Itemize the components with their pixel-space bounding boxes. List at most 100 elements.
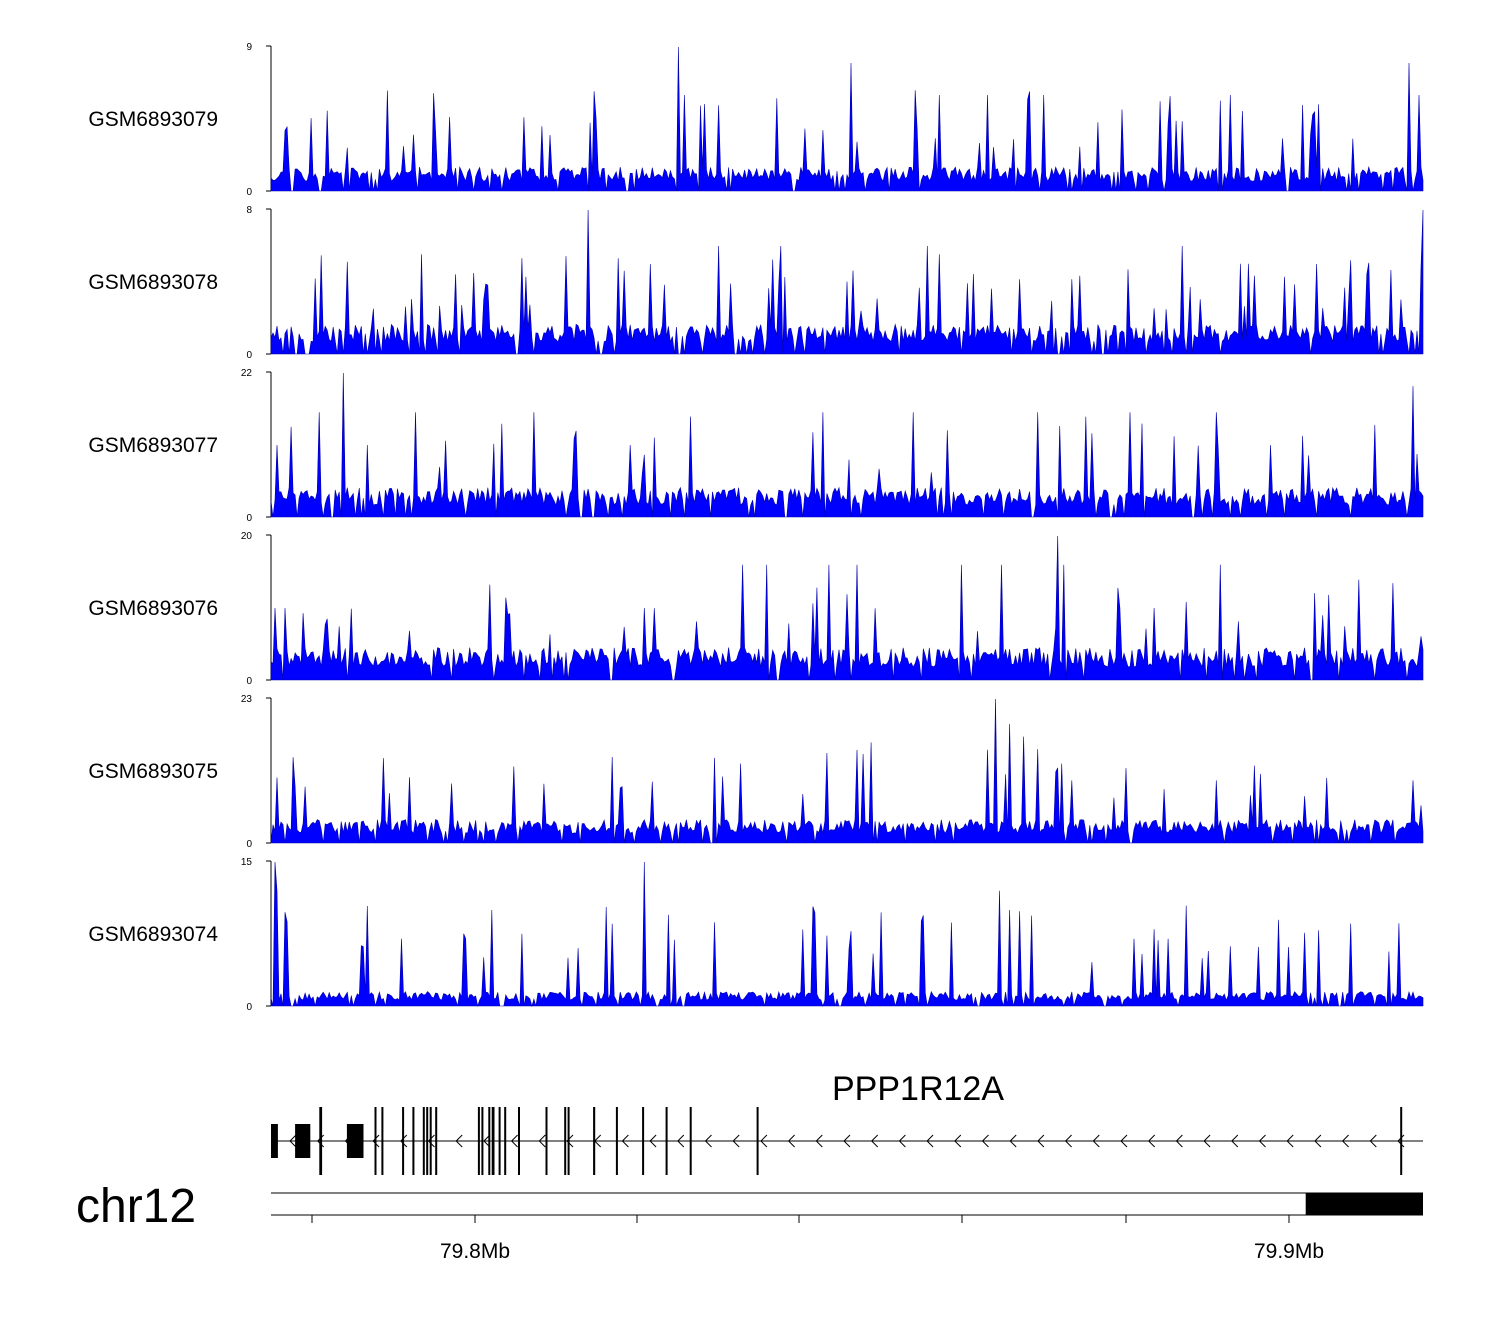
- y-tick-label-max: 9: [246, 42, 252, 53]
- track-GSM6893075: GSM6893075 23 0: [88, 694, 1424, 850]
- strand-arrow: [677, 1134, 685, 1148]
- strand-arrow: [815, 1134, 823, 1148]
- track-GSM6893078: GSM6893078 8 0: [88, 205, 1424, 361]
- exon: [426, 1107, 429, 1175]
- strand-arrow: [1092, 1134, 1100, 1148]
- strand-arrow: [1231, 1134, 1239, 1148]
- y-tick-label-min: 0: [246, 513, 252, 524]
- strand-arrow: [455, 1134, 463, 1148]
- strand-arrow: [538, 1134, 546, 1148]
- strand-arrow: [1175, 1134, 1183, 1148]
- y-tick-label-max: 23: [241, 694, 253, 705]
- exon: [567, 1107, 570, 1175]
- coverage-area: [270, 372, 1424, 518]
- y-tick-label-max: 15: [241, 857, 253, 868]
- exon: [346, 1124, 364, 1158]
- track-label: GSM6893075: [88, 760, 218, 783]
- exon: [756, 1107, 759, 1175]
- y-tick-label-max: 20: [241, 531, 253, 542]
- exon: [271, 1124, 278, 1158]
- track-label: GSM6893079: [88, 108, 218, 131]
- exon: [642, 1107, 645, 1175]
- strand-arrow: [1369, 1134, 1377, 1148]
- exon: [689, 1107, 692, 1175]
- x-tick-label: 79.8Mb: [440, 1240, 510, 1263]
- strand-arrow: [1203, 1134, 1211, 1148]
- exon: [504, 1107, 507, 1175]
- exon: [429, 1107, 432, 1175]
- strand-arrow: [1341, 1134, 1349, 1148]
- exon: [615, 1107, 618, 1175]
- strand-arrow: [510, 1134, 518, 1148]
- track-label: GSM6893078: [88, 271, 218, 294]
- strand-arrow: [787, 1134, 795, 1148]
- track-label: GSM6893076: [88, 597, 218, 620]
- strand-arrow: [732, 1134, 740, 1148]
- exon: [477, 1107, 480, 1175]
- strand-arrow: [621, 1134, 629, 1148]
- exon: [1400, 1107, 1403, 1175]
- exon: [402, 1107, 405, 1175]
- exon: [295, 1124, 311, 1158]
- gene-model: PPP1R12A: [271, 1070, 1423, 1175]
- strand-arrow: [870, 1134, 879, 1148]
- exon: [422, 1107, 425, 1175]
- strand-arrow: [926, 1134, 934, 1148]
- exon: [481, 1107, 484, 1175]
- x-tick-label: 79.9Mb: [1254, 1240, 1324, 1263]
- gene-name-label: PPP1R12A: [832, 1070, 1004, 1108]
- track-GSM6893076: GSM6893076 20 0: [88, 531, 1424, 687]
- track-label: GSM6893074: [88, 923, 218, 946]
- exon: [665, 1107, 668, 1175]
- coverage-area: [270, 46, 1424, 192]
- exon: [435, 1107, 438, 1175]
- coverage-area: [270, 535, 1424, 681]
- strand-arrow: [1064, 1134, 1072, 1148]
- coverage-area: [270, 698, 1424, 844]
- strand-arrow: [372, 1134, 380, 1148]
- y-tick-label-min: 0: [246, 676, 252, 687]
- chromosome-label: chr12: [76, 1180, 196, 1233]
- track-GSM6893079: GSM6893079 9 0: [88, 42, 1424, 198]
- coverage-area: [270, 861, 1424, 1008]
- exon: [518, 1107, 520, 1175]
- strand-arrow: [1314, 1134, 1322, 1148]
- exon: [564, 1107, 567, 1175]
- coverage-area: [270, 209, 1424, 355]
- genome-axis: chr12 79.8Mb 79.9Mb: [76, 1180, 1423, 1263]
- y-tick-label-min: 0: [246, 839, 252, 850]
- y-tick-label-min: 0: [246, 350, 252, 361]
- y-tick-label-max: 22: [241, 368, 253, 379]
- strand-arrow: [843, 1134, 851, 1148]
- coverage-tracks: GSM689307990GSM689307880GSM6893077220GSM…: [88, 42, 1424, 1013]
- strand-arrow: [1147, 1134, 1156, 1148]
- exon: [545, 1107, 548, 1175]
- strand-arrow: [649, 1134, 657, 1148]
- track-GSM6893077: GSM6893077 22 0: [88, 368, 1424, 524]
- y-tick-label-min: 0: [246, 187, 252, 198]
- strand-arrow: [400, 1134, 408, 1148]
- exon: [319, 1107, 323, 1175]
- strand-arrow: [981, 1134, 989, 1148]
- strand-arrow: [289, 1134, 297, 1148]
- track-label: GSM6893077: [88, 434, 218, 457]
- exon: [374, 1107, 377, 1175]
- exon: [498, 1107, 501, 1175]
- strand-arrow: [954, 1134, 962, 1148]
- exon: [412, 1107, 415, 1175]
- y-tick-label-max: 8: [246, 205, 252, 216]
- strand-arrow: [1037, 1134, 1045, 1148]
- strand-arrow: [1258, 1134, 1266, 1148]
- strand-arrow: [427, 1134, 435, 1148]
- strand-arrow: [566, 1134, 574, 1148]
- strand-arrow: [483, 1134, 491, 1148]
- exon: [381, 1107, 384, 1175]
- strand-arrow: [704, 1134, 712, 1148]
- track-GSM6893074: GSM6893074 15 0: [88, 857, 1424, 1013]
- y-tick-label-min: 0: [246, 1002, 252, 1013]
- exon: [491, 1107, 495, 1175]
- strand-arrow: [1009, 1134, 1017, 1148]
- ideogram-highlight: [1305, 1193, 1423, 1215]
- strand-arrow: [1120, 1134, 1128, 1148]
